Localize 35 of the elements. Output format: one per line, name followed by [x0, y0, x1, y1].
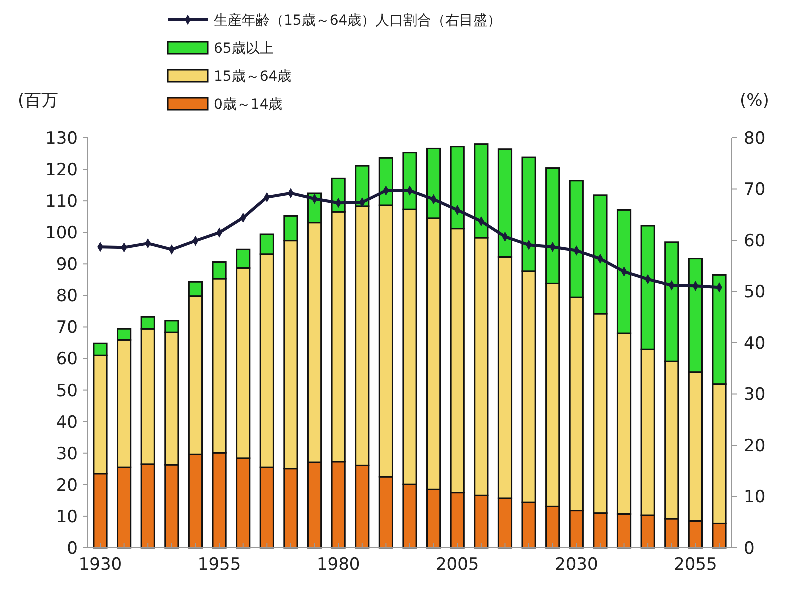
y-tick-label: 130 [46, 128, 78, 149]
legend-label: 15歳～64歳 [214, 68, 292, 85]
y-tick-label: 0 [67, 538, 78, 559]
y2-tick-label: 20 [744, 436, 766, 456]
y-tick-label: 50 [56, 381, 78, 402]
y-tick-label: 120 [46, 160, 78, 180]
x-tick-label: 1980 [316, 555, 360, 575]
y-tick-label: 90 [56, 255, 78, 276]
x-tick-label: 2030 [555, 555, 598, 575]
y2-tick-label: 80 [744, 128, 766, 149]
y-tick-label: 60 [56, 350, 78, 370]
x-tick-label: 2055 [674, 555, 718, 575]
y-tick-label: 10 [56, 507, 78, 528]
y2-tick-label: 50 [744, 282, 766, 303]
y-tick-label: 80 [56, 286, 78, 307]
y2-axis-title: (%) [740, 91, 770, 111]
y-tick-label: 70 [56, 318, 78, 338]
legend-label: 0歳～14歳 [214, 96, 283, 113]
x-tick-label: 1955 [198, 555, 242, 575]
y-tick-label: 100 [46, 224, 78, 244]
legend-label: 65歳以上 [214, 40, 274, 57]
y-tick-label: 20 [56, 476, 78, 496]
x-tick-label: 1930 [78, 555, 122, 575]
y-axis-title: (百万 [18, 91, 59, 111]
y2-tick-label: 0 [744, 538, 755, 559]
x-tick-label: 2005 [436, 555, 480, 575]
y2-tick-label: 40 [744, 334, 766, 354]
y-tick-label: 30 [56, 444, 78, 464]
y-tick-label: 40 [56, 412, 78, 433]
y2-tick-label: 10 [744, 488, 766, 508]
legend-label: 生産年齢（15歳～64歳）人口割合（右目盛） [214, 12, 502, 29]
y2-tick-label: 70 [744, 180, 766, 200]
y2-tick-label: 30 [744, 385, 766, 406]
y-tick-label: 110 [46, 192, 78, 212]
y2-tick-label: 60 [744, 231, 766, 252]
